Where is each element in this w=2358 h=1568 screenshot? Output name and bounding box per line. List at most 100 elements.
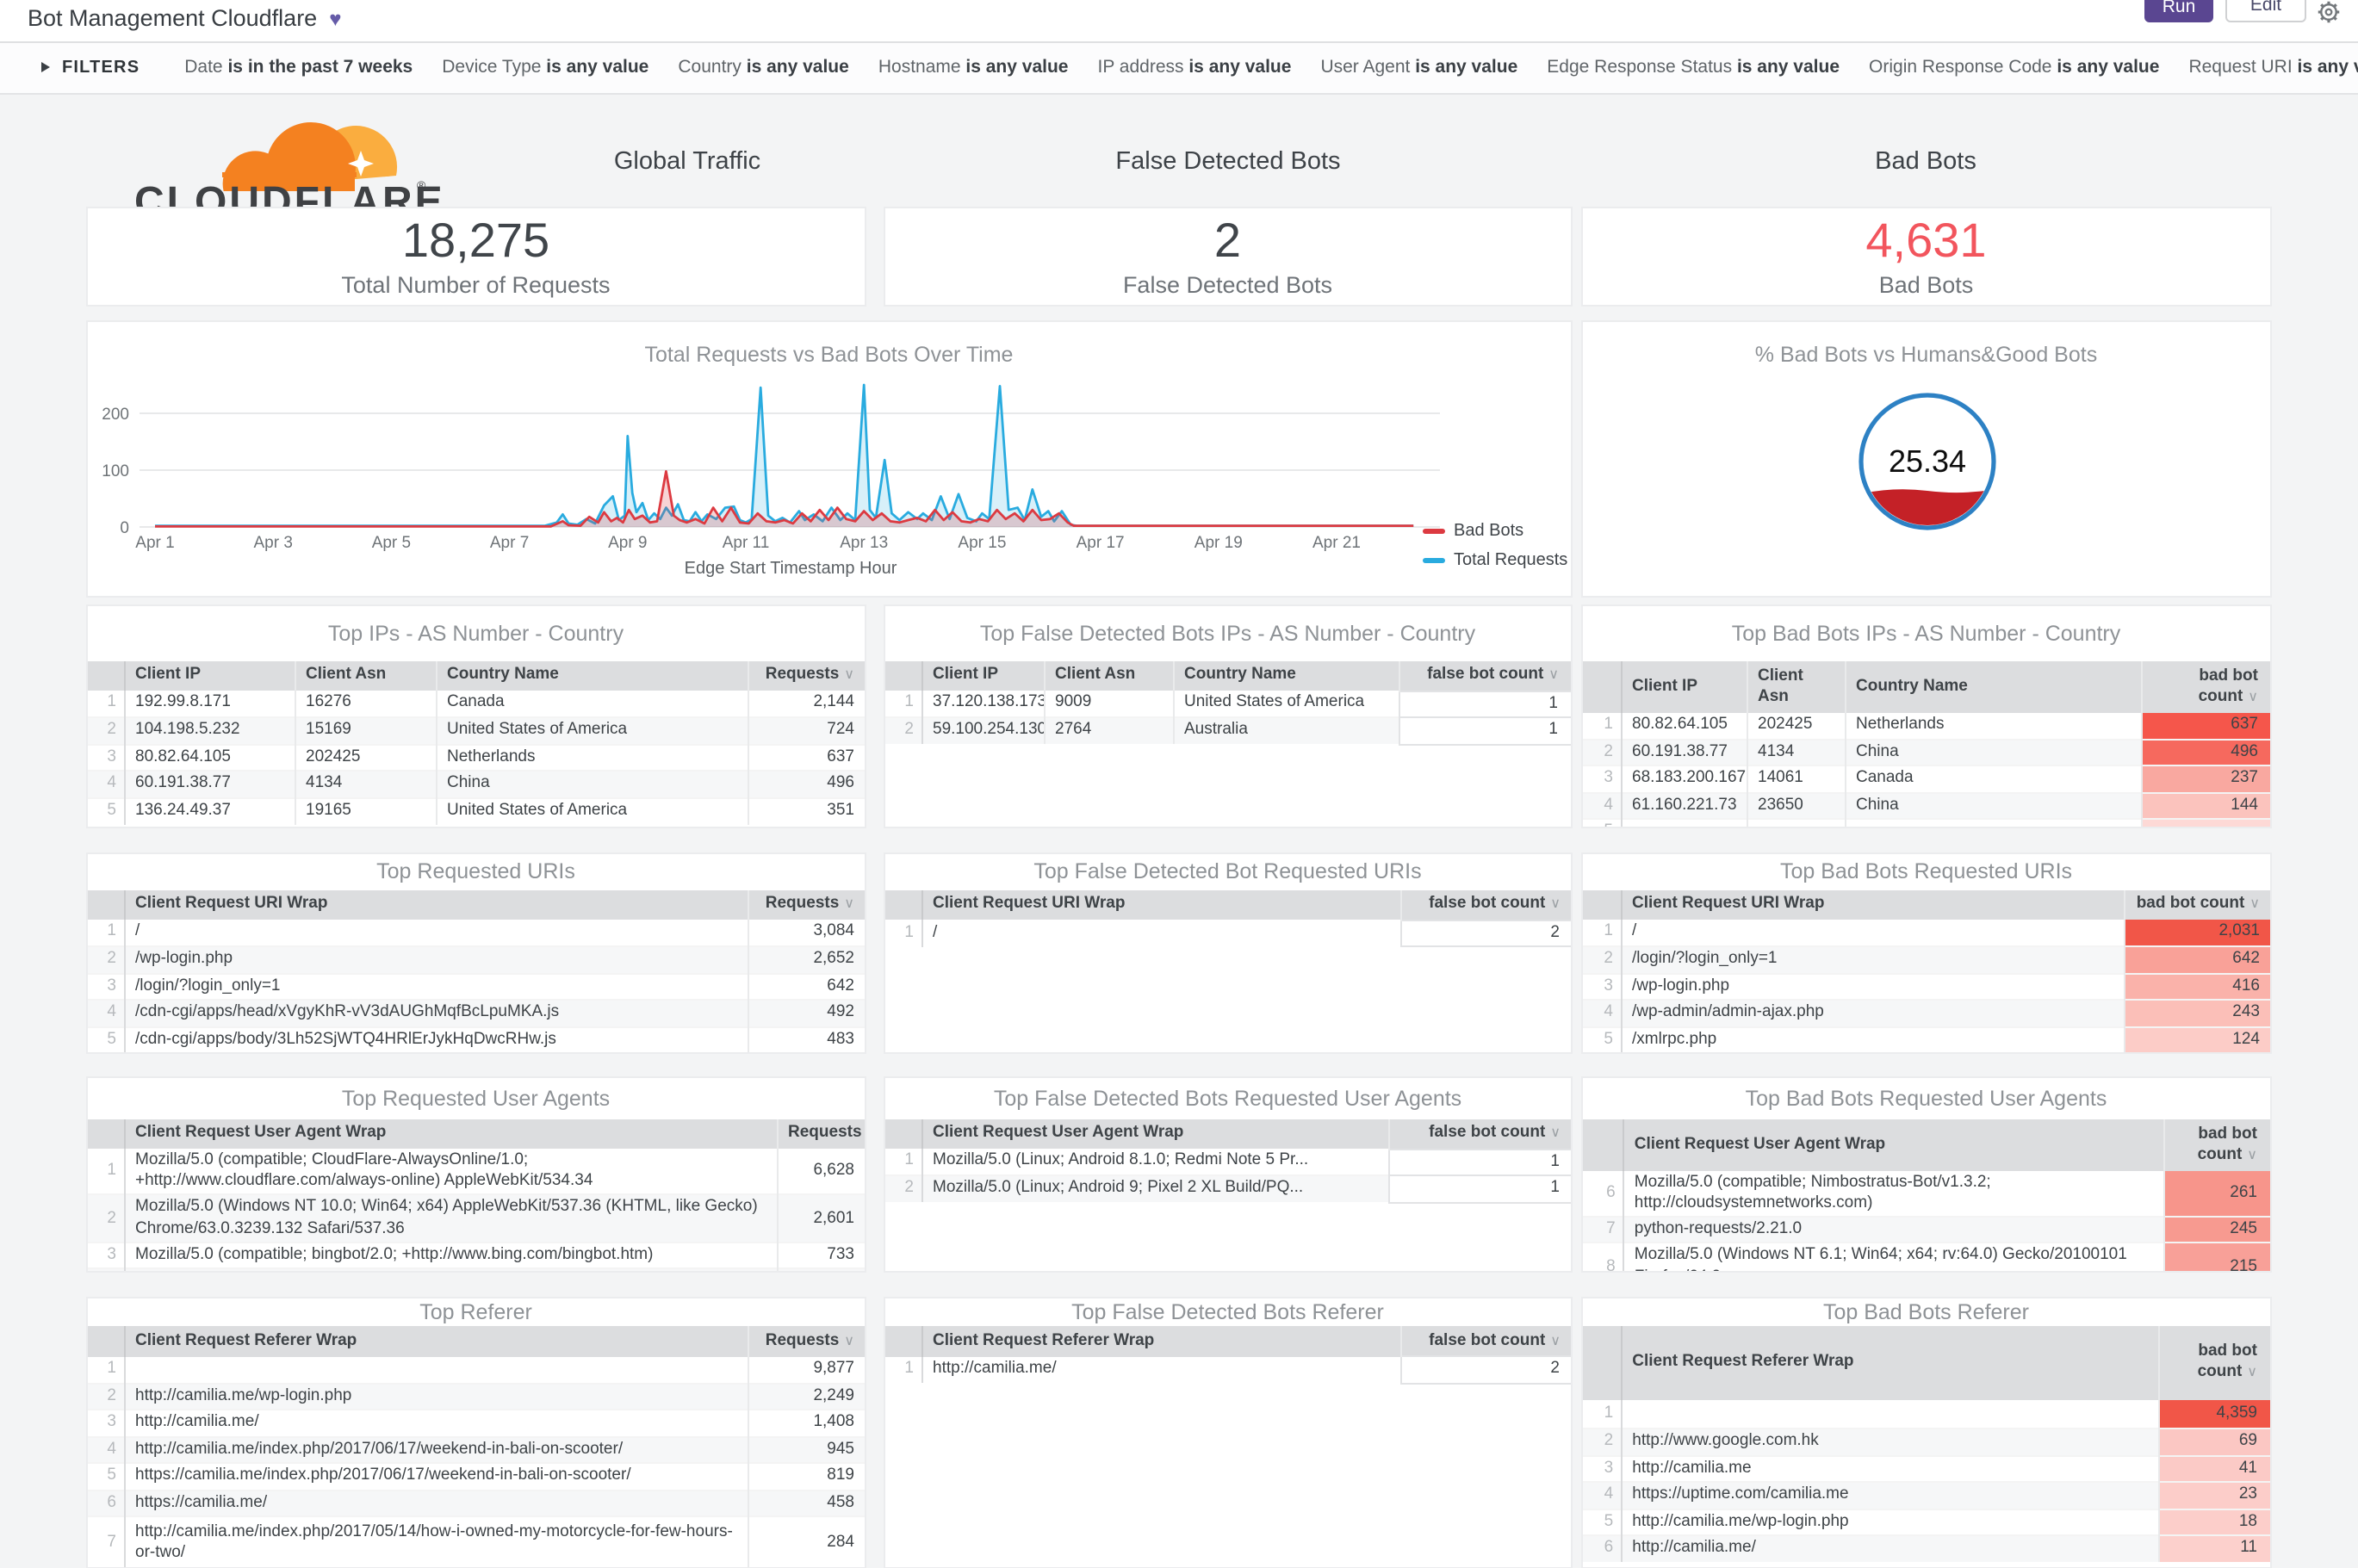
filter-chip[interactable]: Origin Response Code is any value [1869, 57, 2160, 77]
table-title: Top Requested URIs [376, 859, 575, 884]
table-row: 1 Mozilla/5.0 (compatible; CloudFlare-Alw… [88, 1149, 865, 1195]
chart-legend: Bad Bots Total Requests [1423, 521, 1567, 579]
table-row: 3/wp-login.php 416 [1583, 972, 2270, 1000]
filter-chip[interactable]: Date is in the past 7 weeks [184, 57, 413, 77]
svg-text:Apr 3: Apr 3 [253, 533, 292, 551]
table-row: 3 80.82.64.105 202425 Netherlands 637 [88, 743, 865, 771]
table-row: 1/3,084 [88, 920, 865, 946]
svg-text:Apr 7: Apr 7 [490, 533, 529, 551]
table-row: 4 https://uptime.com/camilia.me 23 [1583, 1481, 2269, 1509]
table-row: 3 http://camilia.me 41 [1583, 1454, 2269, 1482]
table-row: 7 http://camilia.me/index.php/2017/05/14/… [88, 1515, 865, 1566]
svg-text:100: 100 [102, 462, 129, 480]
table-title: Top Referer [419, 1299, 532, 1324]
table-row: 7 python-requests/2.21.0 245 [1583, 1215, 2269, 1243]
table-row: 1 4,359 [1583, 1399, 2269, 1429]
filter-chip[interactable]: IP address is any value [1097, 57, 1292, 77]
table-row: 4 61.160.221.73 23650 China 144 [1583, 791, 2270, 819]
table-title: Top False Detected Bots Requested User A… [993, 1086, 1462, 1111]
filters-expand-icon[interactable] [41, 62, 50, 72]
table-row: 5 136.24.49.37 19165 United States of Ameri… [88, 796, 865, 824]
filters-label[interactable]: FILTERS [62, 58, 140, 77]
table-title: Top IPs - AS Number - Country [327, 621, 624, 646]
filter-chip[interactable]: User Agent is any value [1320, 57, 1518, 77]
legend-item[interactable]: Total Requests [1423, 550, 1567, 569]
table-row: 4/cdn-cgi/apps/head/xVgyKhR-vV3dAUGhMqfB… [88, 999, 865, 1026]
svg-text:200: 200 [102, 405, 129, 423]
filter-bar: FILTERS Date is in the past 7 weeks Devic… [0, 41, 2358, 95]
filter-chip[interactable]: Request URI is any value [2188, 57, 2358, 77]
table-row: 2 104.198.5.232 15169 United States of Amer… [88, 716, 865, 744]
table-row: 4681 [88, 1267, 865, 1271]
table-row: 5 http://camilia.me/wp-login.php 18 [1583, 1508, 2269, 1535]
page-title: Bot Management Cloudflare ♥ [28, 5, 342, 31]
table-row: 1/2 [885, 919, 1571, 947]
table-tile: Top Bad Bots Requested User Agents Clien… [1581, 1076, 2271, 1272]
table-row: 3 68.183.200.167 14061 Canada 237 [1583, 765, 2270, 792]
data-table: Client Request Referer Wrap false bot cou… [885, 1326, 1571, 1384]
table-title: Top False Detected Bot Requested URIs [1033, 859, 1422, 884]
table-row: 2 http://www.google.com.hk 69 [1583, 1428, 2269, 1455]
table-tile: Top Referer Client Request Referer Wrap R… [86, 1296, 866, 1568]
table-row: 5/cdn-cgi/apps/body/3Lh52SjWTQ4HRlErJykH… [88, 1026, 865, 1052]
table-title: Top False Detected Bots Referer [1071, 1299, 1384, 1324]
table-row: 8 Mozilla/5.0 (Windows NT 6.1; Win64; x64… [1583, 1242, 2269, 1271]
svg-text:Apr 1: Apr 1 [135, 533, 174, 551]
data-table: Client Request URI Wrap bad bot count ∨ 1/2… [1583, 889, 2270, 1052]
kpi-value: 18,275 [401, 214, 550, 267]
svg-text:Edge Start Timestamp Hour: Edge Start Timestamp Hour [685, 558, 897, 577]
table-tile: Top Bad Bots Requested URIs Client Reque… [1581, 852, 2271, 1053]
table-title: Top False Detected Bots IPs - AS Number … [979, 621, 1476, 646]
section-heading: False Detected Bots [1115, 148, 1341, 176]
data-table: Client Request URI Wrap Requests ∨ 1/3,084 2… [88, 889, 865, 1052]
data-table: Client Request URI Wrap false bot count ∨ 1… [885, 889, 1571, 947]
table-row: 2 http://camilia.me/wp-login.php 2,249 [88, 1382, 865, 1410]
table-row: 3 Mozilla/5.0 (compatible; bingbot/2.0; +… [88, 1241, 865, 1269]
table-row: 4 http://camilia.me/index.php/2017/06/17/… [88, 1435, 865, 1463]
svg-text:Apr 13: Apr 13 [840, 533, 888, 551]
filter-chip[interactable]: Edge Response Status is any value [1547, 57, 1840, 77]
svg-text:Apr 15: Apr 15 [958, 533, 1006, 551]
heart-icon: ♥ [329, 6, 342, 30]
filter-chip[interactable]: Hostname is any value [878, 57, 1069, 77]
gear-icon[interactable] [2317, 0, 2341, 33]
kpi-label: Total Number of Requests [341, 272, 611, 298]
filter-chip[interactable]: Country is any value [678, 57, 849, 77]
table-row: 5 [1583, 818, 2270, 827]
svg-text:Apr 17: Apr 17 [1077, 533, 1125, 551]
app-header: Bot Management Cloudflare ♥ Run Edit [0, 0, 2358, 43]
svg-text:Apr 11: Apr 11 [723, 533, 770, 551]
gauge-title: % Bad Bots vs Humans&Good Bots [1754, 342, 2098, 366]
filter-chip[interactable]: Device Type is any value [442, 57, 649, 77]
table-tile: Top False Detected Bots Requested User A… [884, 1076, 1572, 1272]
table-tile: Top IPs - AS Number - Country Client IP C… [86, 604, 866, 828]
table-tile: Top False Detected Bots IPs - AS Number … [884, 604, 1572, 828]
table-row: 3 http://camilia.me/1,408 [88, 1409, 865, 1436]
table-title: Top Bad Bots Requested User Agents [1745, 1086, 2107, 1111]
data-table: Client IP Client Asn Country Name Requests ∨… [88, 660, 865, 824]
table-row: 1/2,031 [1583, 920, 2270, 946]
table-title: Top Bad Bots Referer [1822, 1299, 2029, 1324]
data-table: Client Request User Agent Wrap false bot … [885, 1119, 1571, 1203]
table-title: Top Bad Bots Requested URIs [1779, 859, 2073, 884]
table-row: 2 60.191.38.77 4134 China 496 [1583, 738, 2270, 765]
table-row: 4 60.191.38.77 4134 China 496 [88, 770, 865, 797]
data-table: Client Request Referer Wrap bad bot count… [1583, 1326, 2269, 1562]
kpi-label: Bad Bots [1878, 272, 1974, 298]
table-row: 2 Mozilla/5.0 (Linux; Android 9; Pixel 2 … [885, 1174, 1571, 1203]
section-heading: Global Traffic [613, 148, 761, 176]
data-table: Client Request Referer Wrap Requests ∨ 1 9,8… [88, 1326, 865, 1566]
table-row: 2/login/?login_only=1 642 [1583, 945, 2270, 973]
legend-item[interactable]: Bad Bots [1423, 521, 1567, 540]
table-title: Top Requested User Agents [341, 1086, 611, 1111]
table-tile: Top Bad Bots IPs - AS Number - Country C… [1581, 604, 2271, 828]
kpi-tile: 18,275 Total Number of Requests [86, 207, 866, 307]
table-row: 1 37.120.138.173 9009 United States of Amer… [885, 690, 1571, 718]
table-row: 3/login/?login_only=1 642 [88, 972, 865, 1000]
edit-button[interactable]: Edit [2225, 0, 2306, 22]
kpi-tile: 4,631 Bad Bots [1581, 207, 2271, 307]
data-table: Client IP Client Asn Country Name false bot… [885, 660, 1571, 745]
table-row: 6 https://camilia.me/458 [88, 1489, 865, 1516]
run-button[interactable]: Run [2144, 0, 2213, 22]
svg-text:0: 0 [120, 518, 129, 536]
